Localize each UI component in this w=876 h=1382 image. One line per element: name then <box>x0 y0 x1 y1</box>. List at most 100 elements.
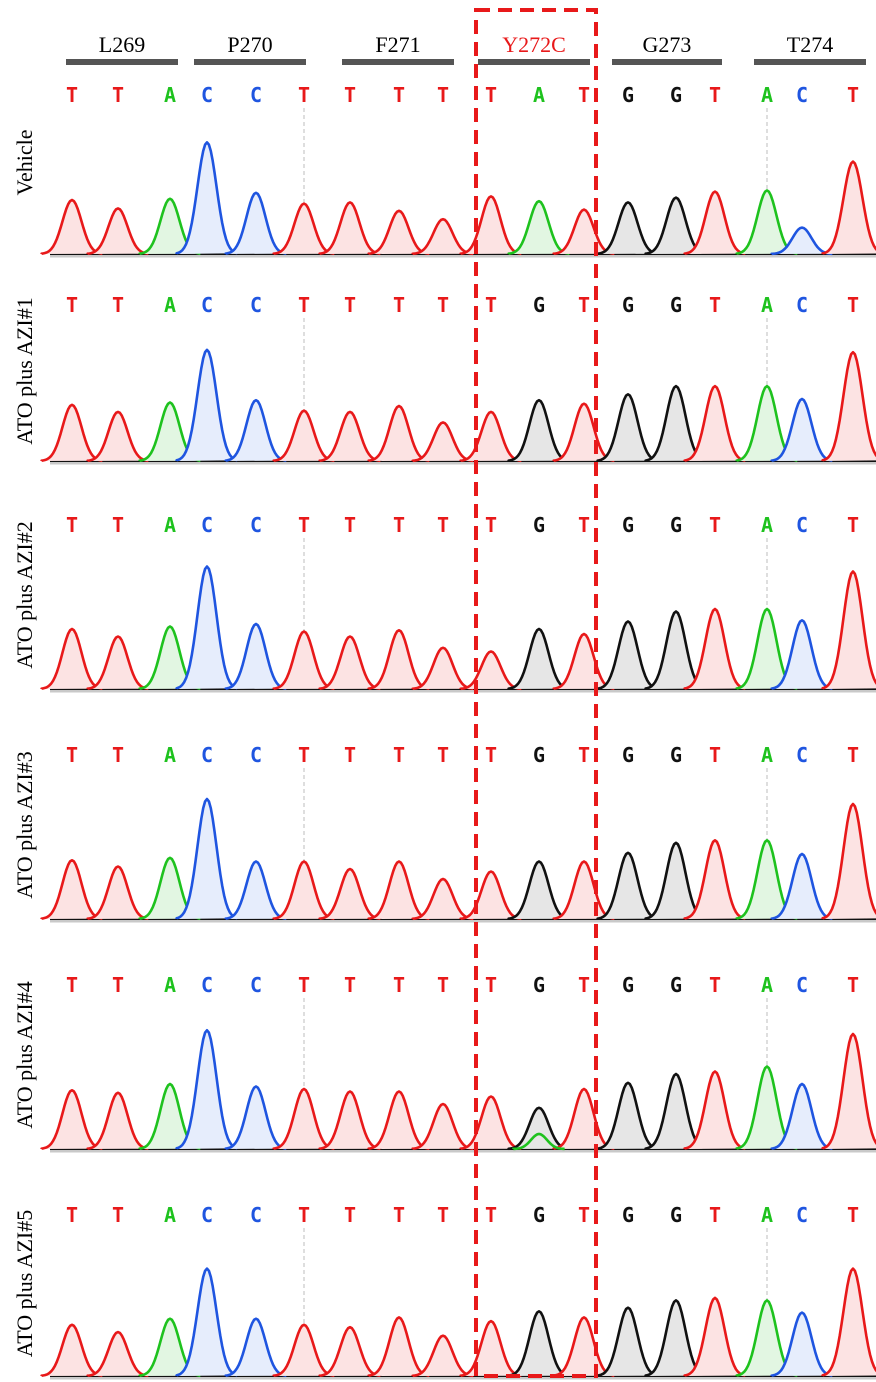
peak-trace-C <box>175 1267 238 1377</box>
peak-fill-T <box>87 208 149 254</box>
peak-trace-T <box>552 860 615 920</box>
mutation-codon-label: Y272C <box>502 32 566 57</box>
peak-fill-T <box>273 1089 335 1149</box>
base-call-letter: T <box>298 1203 310 1227</box>
peak-fill-C <box>225 400 287 461</box>
base-call-letter: T <box>709 293 721 317</box>
codon-label: T274 <box>787 32 833 57</box>
peak-trace-T <box>367 629 430 690</box>
peak-trace-T <box>411 877 474 921</box>
peak-trace-T <box>411 1334 474 1378</box>
peak-fill-T <box>41 629 103 689</box>
peak-trace-C <box>770 852 833 920</box>
peak-fill-G <box>597 1082 659 1149</box>
peak-trace-T <box>318 201 381 255</box>
base-call-letter: G <box>533 973 545 997</box>
sample-label: ATO plus AZI#3 <box>12 751 37 899</box>
base-call-letter: T <box>66 973 78 997</box>
base-call-letter: T <box>578 973 590 997</box>
base-call-letter: C <box>250 83 262 107</box>
peak-fill-G <box>597 1307 659 1376</box>
peak-fill-T <box>41 1324 103 1376</box>
peak-trace-T <box>683 384 746 462</box>
peak-trace-C <box>175 1029 238 1150</box>
base-call-letter: G <box>670 83 682 107</box>
base-call-letter: C <box>201 83 213 107</box>
base-call-letter: T <box>393 83 405 107</box>
base-call-letter: C <box>201 743 213 767</box>
base-call-letter: T <box>437 83 449 107</box>
base-call-letter: C <box>250 513 262 537</box>
base-call-letter: A <box>761 513 773 537</box>
base-call-letter: T <box>344 293 356 317</box>
base-call-letter: T <box>437 743 449 767</box>
peak-fill-T <box>460 651 522 689</box>
base-call-letter: T <box>437 293 449 317</box>
peak-fill-T <box>87 1332 149 1376</box>
peak-fill-T <box>319 1091 381 1149</box>
peak-trace-T <box>367 209 430 255</box>
sample-label: ATO plus AZI#4 <box>12 981 37 1129</box>
peak-trace-G <box>507 627 570 690</box>
base-call-letter: C <box>201 1203 213 1227</box>
peak-fill-T <box>822 571 876 689</box>
base-call-letter: A <box>164 743 176 767</box>
base-call-letter: C <box>796 293 808 317</box>
peak-fill-T <box>412 879 474 919</box>
peak-trace-T <box>272 409 335 462</box>
peak-fill-T <box>273 410 335 461</box>
peak-trace-G <box>596 620 659 690</box>
peak-trace-T <box>40 627 103 690</box>
base-call-letter: T <box>485 83 497 107</box>
peak-trace-T <box>411 646 474 691</box>
peak-trace-T <box>272 1323 335 1377</box>
peak-trace-T <box>411 217 474 256</box>
base-call-letter: G <box>670 973 682 997</box>
peak-fill-G <box>597 202 659 254</box>
base-call-letter: G <box>533 513 545 537</box>
base-call-letter: T <box>344 973 356 997</box>
codon-label: G273 <box>643 32 692 57</box>
peak-fill-T <box>460 411 522 461</box>
peak-trace-T <box>683 1070 746 1150</box>
base-call-letter: T <box>344 743 356 767</box>
peak-trace-T <box>272 202 335 255</box>
base-call-letter: C <box>796 743 808 767</box>
base-call-letter: G <box>622 1203 634 1227</box>
peak-trace-T <box>86 410 149 462</box>
peak-trace-G <box>596 393 659 462</box>
peak-fill-G <box>508 629 570 689</box>
peak-fill-T <box>41 200 103 254</box>
chromatogram-panel: ATO plus AZI#4 T T A C C T T T T T G T G G T A C T <box>12 973 876 1153</box>
base-call-letter: C <box>250 293 262 317</box>
peak-fill-G <box>508 1311 570 1376</box>
peak-trace-T <box>683 1296 746 1377</box>
peak-fill-G <box>508 1107 570 1149</box>
base-call-letter: T <box>298 973 310 997</box>
secondary-peak-trace <box>512 1132 565 1151</box>
peak-fill-C <box>225 192 287 254</box>
base-call-letter: G <box>670 1203 682 1227</box>
base-call-letter: T <box>578 743 590 767</box>
chromatogram-panel: ATO plus AZI#1 T T A C C T T T T T G T G G T A C T <box>12 293 876 465</box>
base-call-letter: C <box>796 83 808 107</box>
base-call-letter: A <box>164 513 176 537</box>
peak-trace-T <box>821 802 876 920</box>
peak-trace-C <box>770 1082 833 1150</box>
peak-fill-T <box>368 1317 430 1376</box>
peak-trace-C <box>770 619 833 690</box>
base-call-letter: C <box>250 973 262 997</box>
base-call-letter: A <box>761 293 773 317</box>
peak-trace-T <box>367 860 430 920</box>
base-call-letter: T <box>112 743 124 767</box>
peak-trace-T <box>367 1316 430 1377</box>
peak-fill-T <box>273 203 335 254</box>
peak-fill-T <box>412 219 474 254</box>
peak-fill-T <box>87 636 149 689</box>
base-call-letter: T <box>66 1203 78 1227</box>
base-call-letter: A <box>761 83 773 107</box>
base-call-letter: G <box>670 743 682 767</box>
codon-label: P270 <box>227 32 272 57</box>
base-call-letter: T <box>709 513 721 537</box>
